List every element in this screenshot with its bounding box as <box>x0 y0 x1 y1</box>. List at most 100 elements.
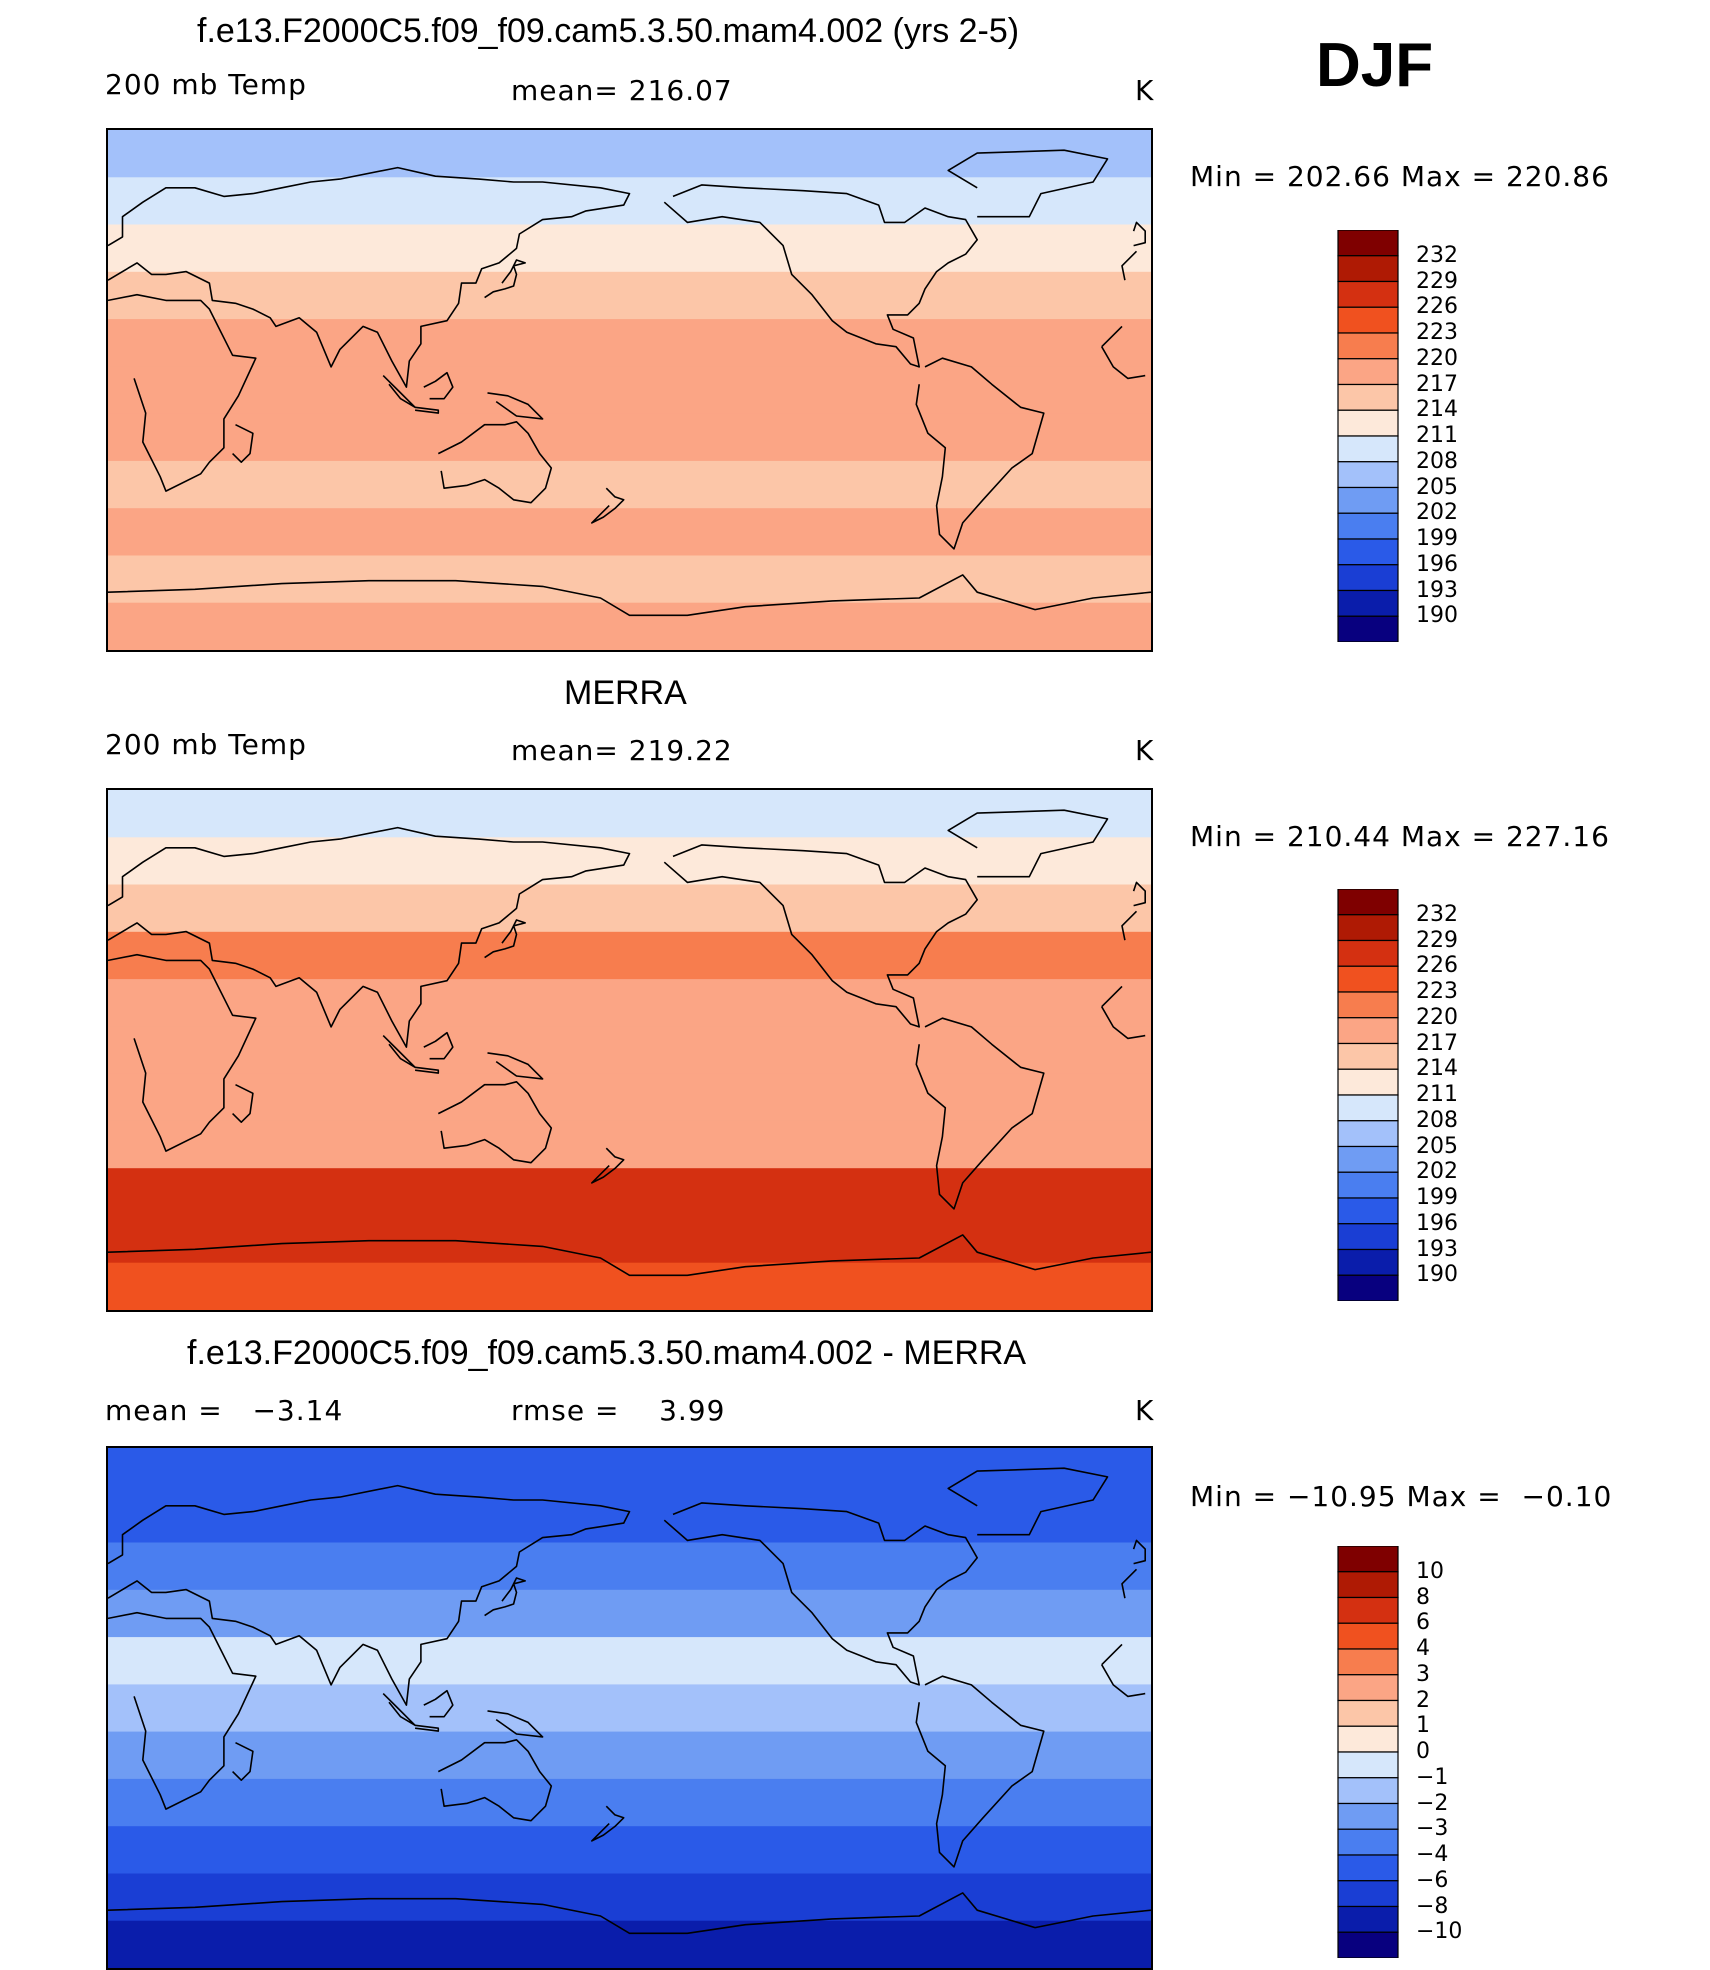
field-band <box>108 1778 1151 1827</box>
panel-3-units-label: K <box>1135 1394 1155 1427</box>
panel-1-colorbar <box>1336 229 1400 647</box>
colorbar-swatch <box>1337 1648 1399 1676</box>
panel-2-title: MERRA <box>564 674 687 712</box>
colorbar-tick-label: 190 <box>1416 1262 1458 1288</box>
field-band <box>108 319 1151 367</box>
colorbar-tick-label: 229 <box>1416 268 1458 294</box>
coastline <box>382 1035 416 1069</box>
coastline <box>663 1502 978 1686</box>
field-band <box>108 460 1151 509</box>
panel-2-variable-label: 200 mb Temp <box>105 728 307 761</box>
field-band <box>108 130 1151 178</box>
field-band <box>108 413 1151 462</box>
field-band <box>108 366 1151 415</box>
panel-1-field <box>108 130 1151 650</box>
colorbar-swatch <box>1337 1197 1399 1225</box>
field-band <box>108 602 1151 650</box>
coastline <box>108 166 1138 388</box>
coastline <box>437 1739 553 1822</box>
coastline <box>484 259 526 299</box>
coastline <box>232 423 254 463</box>
colorbar-tick-label: −4 <box>1416 1842 1449 1867</box>
coastline <box>1132 1539 1146 1565</box>
colorbar-tick-label: −6 <box>1416 1867 1449 1893</box>
coastline <box>423 371 454 400</box>
colorbar-tick-label: 199 <box>1416 526 1458 551</box>
panel-3-colorbar <box>1336 1545 1400 1963</box>
field-band <box>108 1684 1151 1733</box>
colorbar-swatch <box>1337 1120 1399 1148</box>
colorbar-swatch <box>1337 1274 1399 1302</box>
colorbar-tick-label: 229 <box>1416 927 1458 953</box>
colorbar-swatch <box>1337 358 1399 386</box>
colorbar-tick-label: 190 <box>1416 603 1458 629</box>
panel-2-minmax: Min = 210.44 Max = 227.16 <box>1190 820 1610 853</box>
colorbar-tick-label: 220 <box>1416 1004 1458 1030</box>
coastline <box>487 1052 544 1080</box>
field-band <box>108 979 1151 1027</box>
colorbar-swatch <box>1337 1880 1399 1908</box>
colorbar-swatch <box>1337 589 1399 617</box>
coastline <box>108 1234 1151 1277</box>
coastline <box>915 1675 1045 1868</box>
coastline <box>487 1710 544 1738</box>
panel-2-units-label: K <box>1135 734 1155 767</box>
colorbar-tick-label: 211 <box>1416 423 1458 448</box>
coastline <box>232 1083 254 1123</box>
coastline <box>423 1031 454 1060</box>
colorbar-swatch <box>1337 1017 1399 1045</box>
coastline <box>108 574 1151 617</box>
colorbar-swatch <box>1337 1042 1399 1070</box>
coastline <box>1132 221 1146 247</box>
panel-1-mean-label: mean= 216.07 <box>511 74 733 107</box>
colorbar-tick-label: 226 <box>1416 294 1458 320</box>
colorbar-swatch <box>1337 1828 1399 1856</box>
colorbar-tick-label: −3 <box>1416 1816 1449 1842</box>
panel-2-mean-label: mean= 219.22 <box>511 734 733 767</box>
colorbar-swatch <box>1337 1699 1399 1727</box>
colorbar-tick-label: 220 <box>1416 345 1458 371</box>
coastline <box>415 1724 440 1732</box>
colorbar-swatch <box>1337 1622 1399 1650</box>
panel-2-field <box>108 790 1151 1310</box>
panel-3-rmse-label: rmse = 3.99 <box>511 1394 726 1427</box>
colorbar-tick-label: 1 <box>1416 1713 1430 1739</box>
field-band <box>108 1873 1151 1922</box>
colorbar-swatch <box>1337 888 1399 916</box>
colorbar-tick-label: −1 <box>1416 1764 1449 1790</box>
colorbar-swatch <box>1337 564 1399 592</box>
colorbar-swatch <box>1337 1725 1399 1753</box>
panel-1-title: f.e13.F2000C5.f09_f09.cam5.3.50.mam4.002… <box>197 12 1020 50</box>
panel-2-colorbar <box>1336 888 1400 1306</box>
coastline <box>108 1892 1151 1935</box>
colorbar-tick-label: 214 <box>1416 1056 1458 1082</box>
field-band <box>108 555 1151 604</box>
panel-2-map <box>106 788 1153 1312</box>
panel-1-variable-label: 200 mb Temp <box>105 68 307 101</box>
colorbar-swatch <box>1337 383 1399 411</box>
panel-3-minmax: Min = −10.95 Max = −0.10 <box>1190 1480 1613 1513</box>
coastline <box>108 1484 1138 1706</box>
coastline <box>108 826 1138 1048</box>
colorbar-swatch <box>1337 1094 1399 1122</box>
field-band <box>108 1262 1151 1310</box>
coastline <box>591 1805 625 1842</box>
colorbar-swatch <box>1337 280 1399 308</box>
colorbar-tick-label: 217 <box>1416 371 1458 397</box>
coastline <box>415 1066 440 1074</box>
colorbar-swatch <box>1337 1854 1399 1882</box>
field-band <box>108 224 1151 273</box>
coastline <box>108 1611 1146 1810</box>
colorbar-swatch <box>1337 1171 1399 1199</box>
coastline <box>232 1741 254 1781</box>
field-band <box>108 1026 1151 1075</box>
colorbar-tick-label: 202 <box>1416 500 1458 526</box>
coastline <box>947 149 1109 218</box>
panel-1-map <box>106 128 1153 652</box>
coastline <box>1132 881 1146 907</box>
coastline <box>437 1081 553 1164</box>
colorbar-tick-label: 205 <box>1416 1133 1458 1159</box>
colorbar-swatch <box>1337 1931 1399 1959</box>
field-band <box>108 271 1151 320</box>
coastline <box>663 184 978 368</box>
